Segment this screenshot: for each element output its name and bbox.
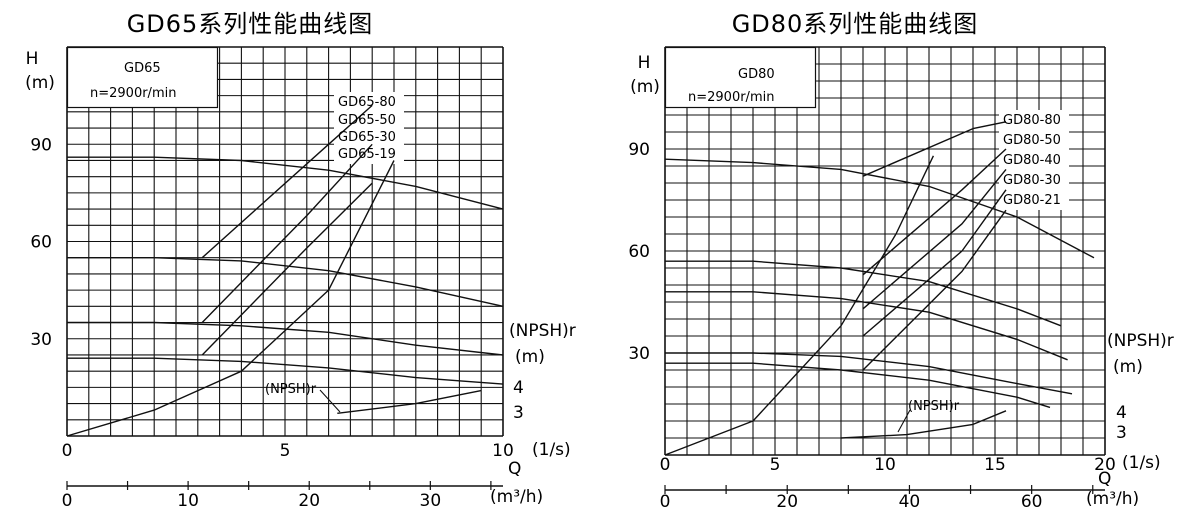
series-line-npsh (337, 389, 482, 414)
speed-label: n=2900r/min (688, 90, 774, 105)
chart-2-x2-unit: (m³/h) (1086, 489, 1139, 509)
model-box (66, 46, 219, 109)
legend-box (999, 110, 1069, 210)
legend-label: GD65-19 (338, 147, 396, 162)
x2-tick-label: 0 (660, 492, 671, 512)
legend-label: GD80-30 (1003, 173, 1061, 188)
legend-label: GD80-40 (1003, 153, 1061, 168)
y-tick-label: 60 (628, 242, 650, 262)
chart-1-x2-unit: (m³/h) (490, 487, 543, 507)
y-tick-label: 30 (628, 344, 650, 364)
model-label: GD65 (124, 61, 161, 76)
x2-tick-label: 0 (62, 491, 73, 511)
series-line-gd80-80 (664, 158, 1095, 259)
x-tick-label: 10 (492, 441, 514, 461)
x2-tick-label: 30 (420, 491, 442, 511)
series-line-efficiency-21 (862, 209, 1007, 371)
model-label: GD80 (738, 67, 775, 82)
x-tick-label: 5 (280, 441, 291, 461)
x2-tick-label: 20 (776, 492, 798, 512)
chart-2-right-tick-4: 4 (1116, 403, 1127, 423)
x-tick-label: 5 (770, 455, 781, 475)
chart-2-x-name: Q (1098, 469, 1111, 489)
series-line-npsh (840, 410, 1007, 439)
series-line-efficiency-50 (862, 148, 1007, 276)
chart-2-y-label-h: H (638, 53, 651, 73)
legend-label: GD65-50 (338, 113, 396, 128)
chart-2-right-label-npsh: (NPSH)r (1107, 331, 1174, 351)
chart-1-plot: GD65 n=2900r/min (66, 46, 504, 490)
y-tick-label: 90 (628, 140, 650, 160)
chart-2-y-label-unit: (m) (630, 77, 660, 97)
chart-1-y-label-h: H (26, 49, 39, 69)
legend-label: GD80-50 (1003, 133, 1061, 148)
npsh-leader (897, 409, 911, 433)
series-line-gd80-50 (665, 260, 1062, 327)
legend-box (334, 92, 404, 164)
npsh-leader (319, 389, 341, 413)
x-tick-label: 0 (660, 455, 671, 475)
chart-1-y-label-unit: (m) (25, 73, 55, 93)
y-tick-label: 60 (30, 233, 52, 253)
chart-1-x-name: Q (508, 459, 521, 479)
series-line-efficiency-all (664, 155, 935, 456)
y-tick-label: 30 (30, 330, 52, 350)
series-line-efficiency-30 (862, 189, 1007, 337)
chart-1-right-tick-4: 4 (513, 378, 524, 398)
chart-1-right-tick-3: 3 (513, 403, 524, 423)
x-tick-label: 15 (984, 455, 1006, 475)
series-line-gd80-21 (665, 362, 1051, 409)
legend-label: GD65-30 (338, 130, 396, 145)
chart-2-right-tick-3: 3 (1116, 423, 1127, 443)
x-tick-label: 20 (1094, 455, 1116, 475)
chart-2-x-unit: (1/s) (1122, 453, 1161, 473)
chart-1-right-label-npsh: (NPSH)r (509, 321, 576, 341)
legend-label: GD80-21 (1003, 193, 1061, 208)
series-line-gd80-30 (665, 352, 1073, 395)
x2-tick-label: 40 (899, 492, 921, 512)
chart-2-plot: GD80 n=2900r/min (664, 46, 1106, 494)
speed-label: n=2900r/min (90, 86, 176, 101)
x2-tick-label: 60 (1021, 492, 1043, 512)
series-line-efficiency-80 (862, 121, 1007, 177)
series-line-gd65-30 (67, 321, 504, 356)
chart-2-title: GD80系列性能曲线图 (732, 10, 979, 38)
chart-1-x-unit: (1/s) (532, 440, 571, 460)
x-tick-label: 10 (874, 455, 896, 475)
y-tick-label: 90 (30, 135, 52, 155)
series-line-efficiency-30 (201, 182, 373, 356)
series-line-efficiency-all (66, 160, 395, 437)
series-line-efficiency-40 (862, 168, 1007, 310)
series-line-gd65-80 (67, 156, 504, 210)
x-tick-label: 0 (62, 441, 73, 461)
x2-tick-label: 20 (298, 491, 320, 511)
npsh-label: (NPSH)r (265, 382, 317, 397)
chart-1-title: GD65系列性能曲线图 (127, 10, 374, 38)
legend-label: GD65-80 (338, 95, 396, 110)
legend-label: GD80-80 (1003, 113, 1061, 128)
series-line-gd80-40 (665, 291, 1068, 361)
model-box (664, 46, 817, 109)
series-line-efficiency-50 (201, 143, 373, 323)
series-line-gd65-50 (67, 257, 504, 307)
chart-1-right-label-unit: (m) (515, 347, 545, 367)
npsh-label: (NPSH)r (908, 399, 960, 414)
series-line-gd65-19 (67, 357, 504, 385)
series-line-efficiency-80 (201, 104, 373, 259)
x2-tick-label: 10 (177, 491, 199, 511)
chart-2-right-label-unit: (m) (1113, 357, 1143, 377)
